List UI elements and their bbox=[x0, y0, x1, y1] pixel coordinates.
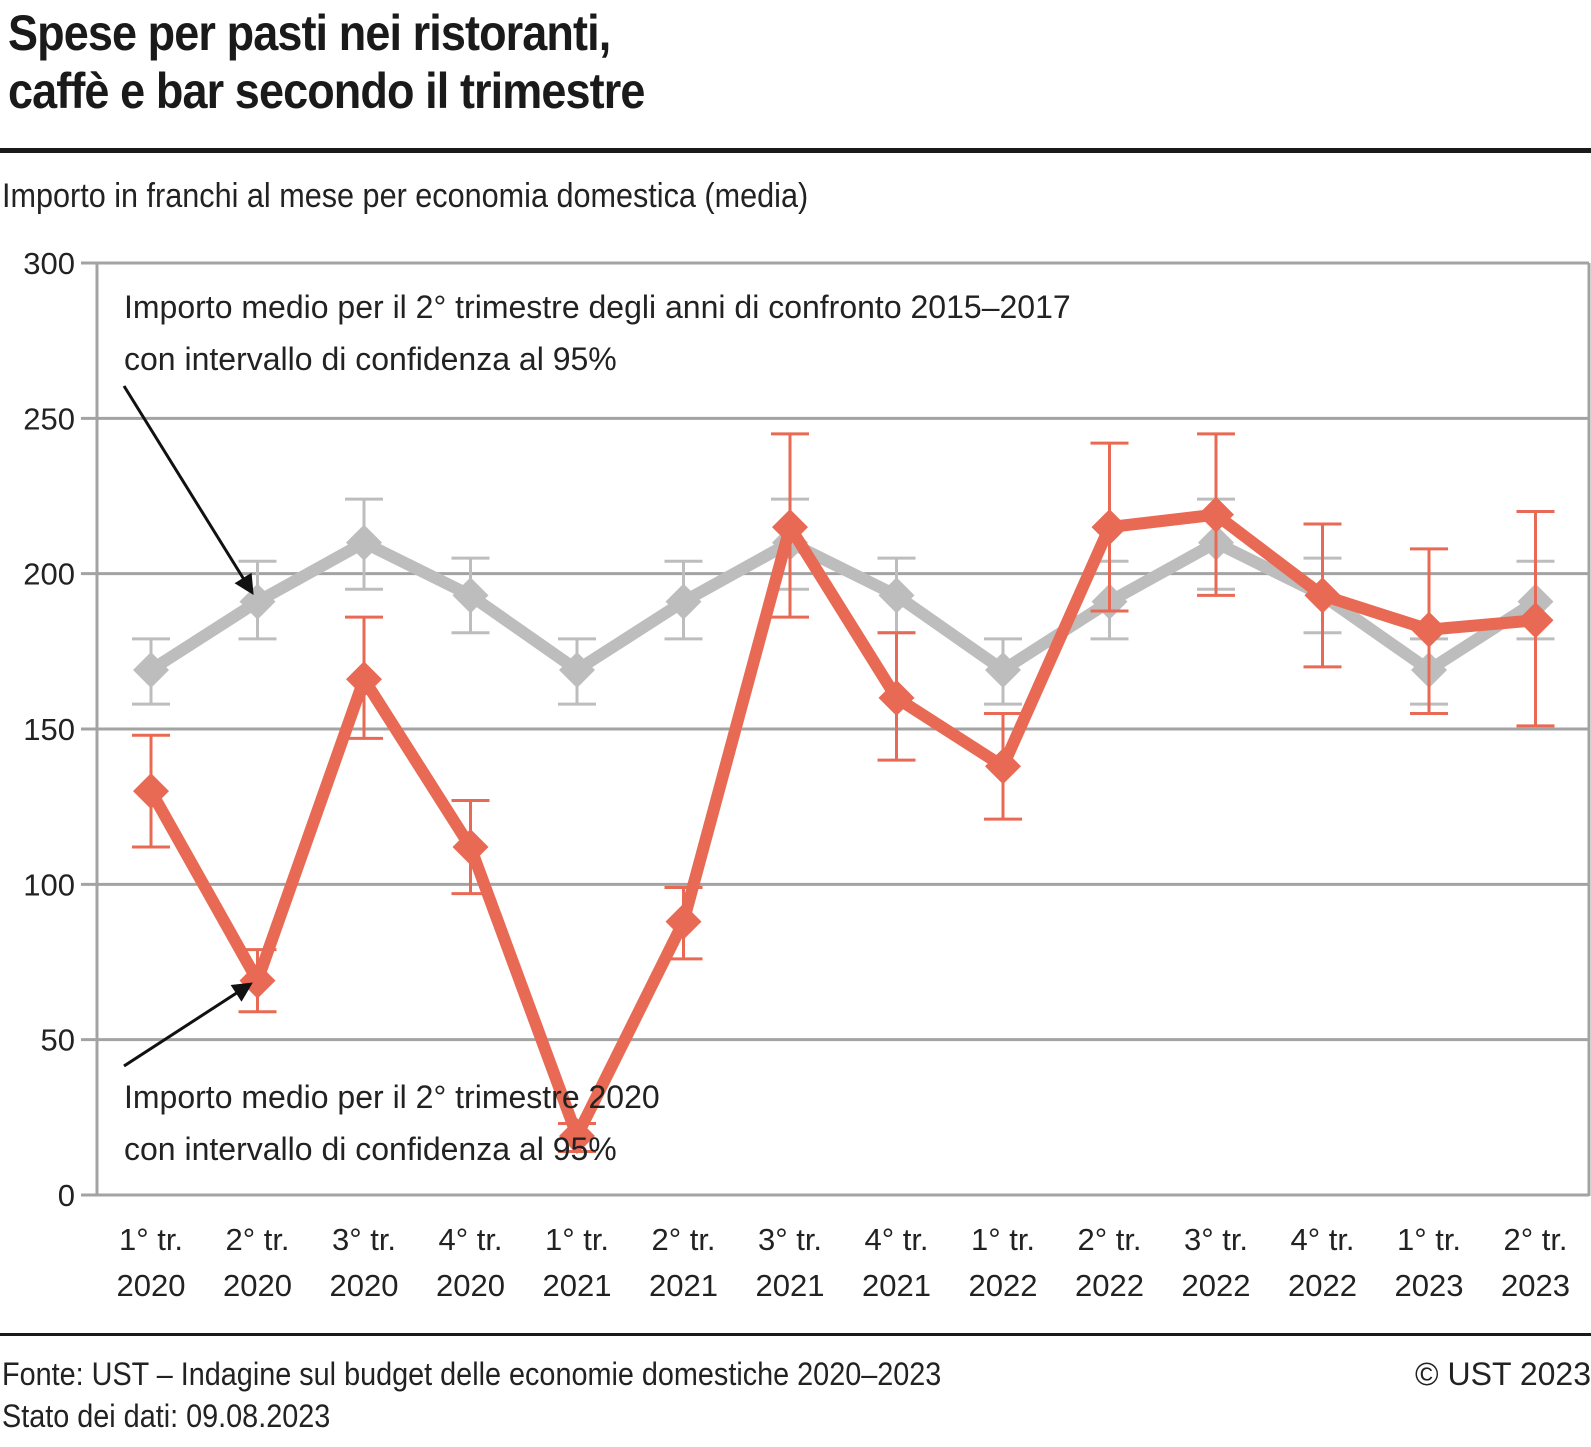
x-tick-label-quarter: 4° tr. bbox=[438, 1222, 502, 1257]
data-point-marker bbox=[878, 679, 915, 716]
x-tick-label-year: 2020 bbox=[436, 1268, 505, 1303]
data-point-marker bbox=[1411, 611, 1447, 648]
y-tick-label-200: 200 bbox=[23, 557, 75, 592]
chart-title-line-1: Spese per pasti nei ristoranti, bbox=[8, 5, 611, 61]
x-tick-label-quarter: 1° tr. bbox=[119, 1222, 183, 1257]
data-point-marker bbox=[1198, 496, 1234, 533]
x-tick-label-year: 2020 bbox=[117, 1268, 186, 1303]
chart-title: Spese per pasti nei ristoranti, caffè e … bbox=[8, 4, 645, 120]
data-point-marker bbox=[878, 577, 915, 614]
y-tick-label-50: 50 bbox=[41, 1023, 75, 1058]
x-tick-label-year: 2022 bbox=[1288, 1268, 1357, 1303]
x-tick-label-year: 2023 bbox=[1395, 1268, 1464, 1303]
grid-layer bbox=[81, 261, 1591, 1197]
data-point-marker bbox=[452, 829, 489, 866]
x-axis-ticks: 1° tr. 2020 2° tr. 2020 3° tr. 2020 4° tr. 2020… bbox=[117, 1222, 1570, 1303]
x-tick-label-year: 2020 bbox=[223, 1268, 292, 1303]
x-tick-label-quarter: 4° tr. bbox=[1290, 1222, 1354, 1257]
series-line bbox=[145, 508, 1537, 1142]
y-tick-label-150: 150 bbox=[23, 712, 75, 747]
data-point-marker bbox=[665, 583, 702, 620]
annotation-layer: Importo medio per il 2° trimestre degli … bbox=[122, 289, 1071, 1167]
data-point-marker bbox=[1304, 577, 1341, 614]
data-point-marker bbox=[452, 577, 489, 614]
annotation-current-line-1: Importo medio per il 2° trimestre 2020 bbox=[124, 1079, 660, 1115]
footer-divider bbox=[0, 1333, 1591, 1336]
x-tick-label-quarter: 2° tr. bbox=[1503, 1222, 1567, 1257]
x-tick-label-year: 2023 bbox=[1501, 1268, 1570, 1303]
x-tick-label-quarter: 1° tr. bbox=[545, 1222, 609, 1257]
y-axis-ticks: 0 50 100 150 200 250 300 bbox=[23, 246, 75, 1213]
data-point-marker bbox=[985, 651, 1021, 688]
x-tick-label-quarter: 4° tr. bbox=[864, 1222, 928, 1257]
data-status-note: Stato dei dati: 09.08.2023 bbox=[2, 1398, 331, 1434]
series-layer bbox=[132, 432, 1555, 1154]
y-tick-label-100: 100 bbox=[23, 867, 75, 902]
data-point-marker bbox=[985, 748, 1021, 785]
x-tick-label-quarter: 1° tr. bbox=[1397, 1222, 1461, 1257]
data-point-marker bbox=[559, 1117, 595, 1154]
data-point-marker bbox=[133, 651, 169, 688]
chart-subtitle: Importo in franchi al mese per economia … bbox=[2, 177, 809, 215]
x-tick-label-year: 2021 bbox=[862, 1268, 931, 1303]
data-point-marker bbox=[665, 903, 702, 940]
x-tick-label-quarter: 3° tr. bbox=[332, 1222, 396, 1257]
x-tick-label-year: 2022 bbox=[1182, 1268, 1251, 1303]
x-tick-label-year: 2021 bbox=[756, 1268, 825, 1303]
data-point-marker bbox=[772, 509, 808, 546]
title-divider bbox=[0, 148, 1591, 153]
data-point-marker bbox=[346, 524, 382, 561]
x-tick-label-quarter: 3° tr. bbox=[758, 1222, 822, 1257]
x-tick-label-quarter: 1° tr. bbox=[971, 1222, 1035, 1257]
annotation-reference-line-1: Importo medio per il 2° trimestre degli … bbox=[124, 289, 1071, 325]
x-tick-label-year: 2020 bbox=[330, 1268, 399, 1303]
data-point-marker bbox=[559, 651, 595, 688]
x-tick-label-quarter: 2° tr. bbox=[651, 1222, 715, 1257]
x-tick-label-year: 2021 bbox=[543, 1268, 612, 1303]
data-point-marker bbox=[1091, 509, 1128, 546]
annotation-arrow-current bbox=[123, 982, 253, 1068]
chart-title-line-2: caffè e bar secondo il trimestre bbox=[8, 63, 645, 119]
x-tick-label-quarter: 3° tr. bbox=[1184, 1222, 1248, 1257]
x-tick-label-year: 2021 bbox=[649, 1268, 718, 1303]
data-point-marker bbox=[133, 773, 169, 810]
y-tick-label-250: 250 bbox=[23, 401, 75, 436]
copyright-note: © UST 2023 bbox=[1415, 1356, 1591, 1392]
data-point-marker bbox=[346, 661, 382, 698]
data-point-marker bbox=[1517, 602, 1554, 639]
y-tick-label-300: 300 bbox=[23, 246, 75, 281]
series-current bbox=[132, 432, 1555, 1154]
annotation-reference-line-2: con intervallo di confidenza al 95% bbox=[124, 341, 617, 377]
x-tick-label-year: 2022 bbox=[1075, 1268, 1144, 1303]
x-tick-label-quarter: 2° tr. bbox=[1077, 1222, 1141, 1257]
y-tick-label-0: 0 bbox=[58, 1178, 75, 1213]
x-tick-label-quarter: 2° tr. bbox=[225, 1222, 289, 1257]
annotation-arrow-reference bbox=[122, 385, 254, 596]
x-tick-label-year: 2022 bbox=[969, 1268, 1038, 1303]
annotation-current-line-2: con intervallo di confidenza al 95% bbox=[124, 1131, 617, 1167]
source-note: Fonte: UST – Indagine sul budget delle e… bbox=[2, 1356, 942, 1392]
